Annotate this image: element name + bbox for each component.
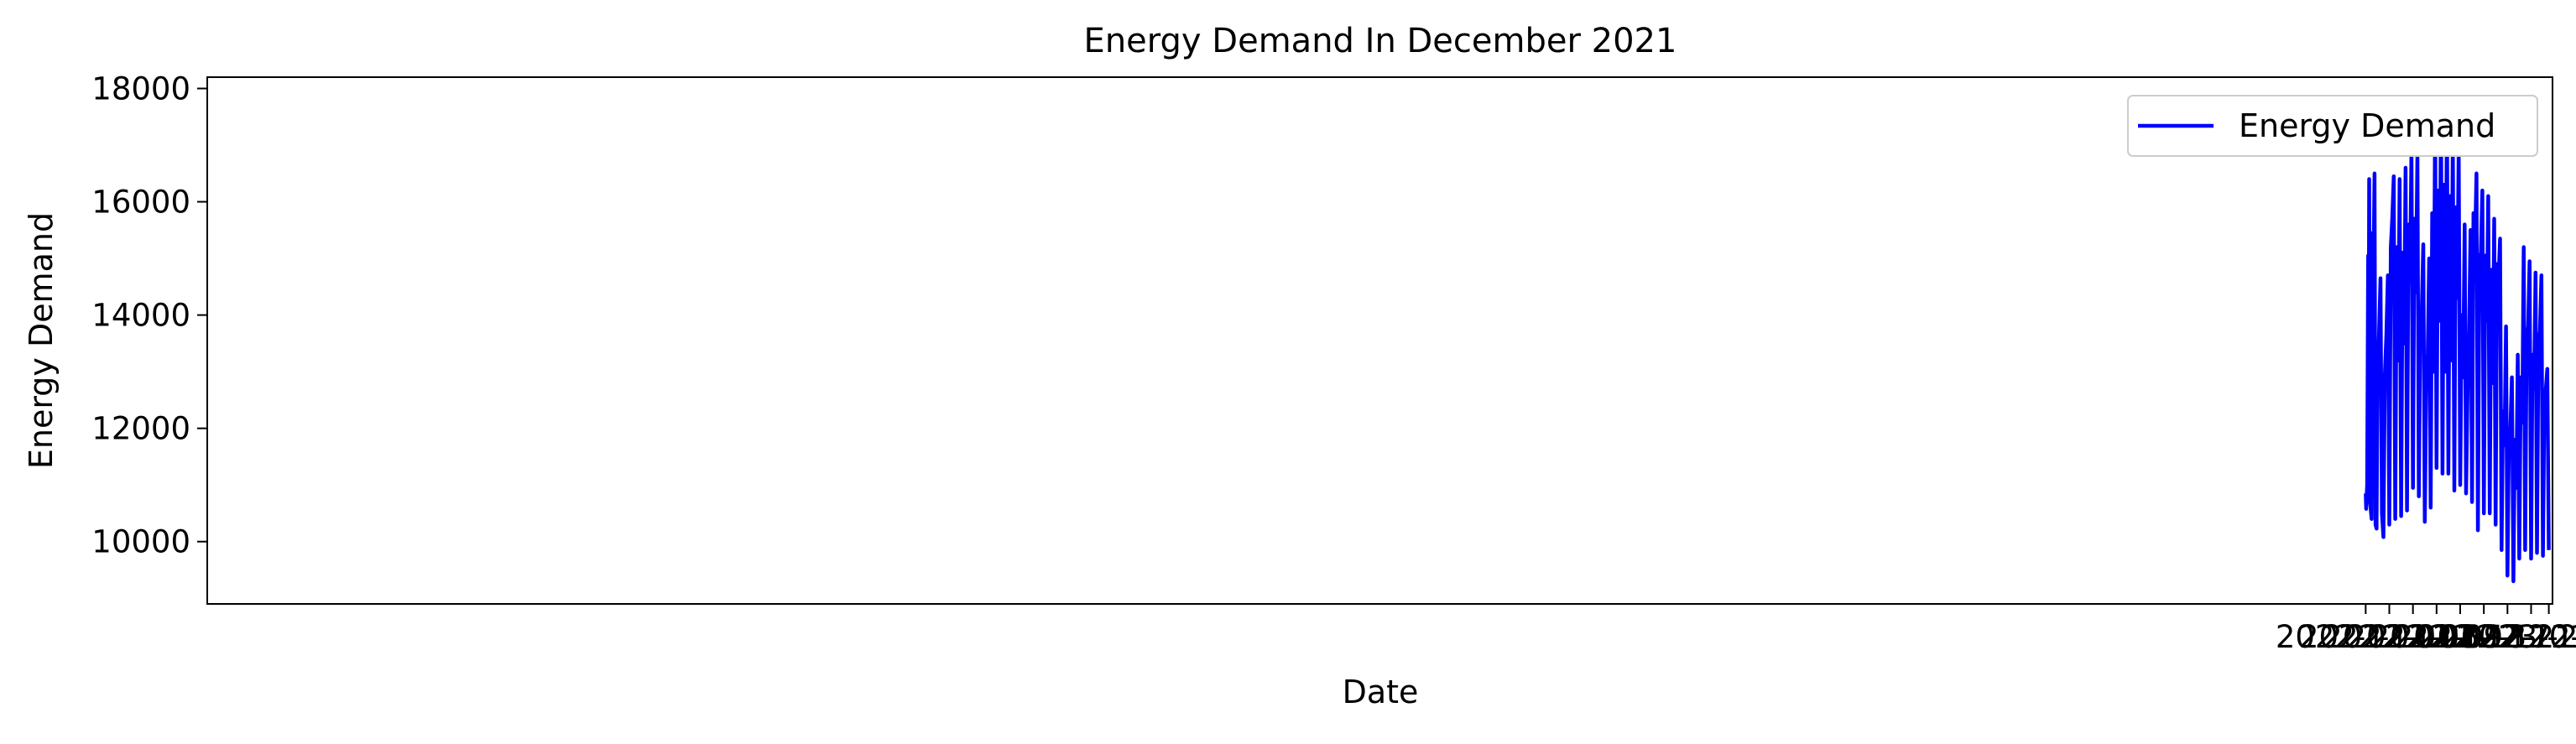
plot-frame <box>206 76 2553 605</box>
x-tick-label: 2022-12-29 <box>2441 619 2576 655</box>
legend: Energy Demand <box>2127 95 2538 157</box>
x-axis-ticks: 2022-12-012022-12-052022-12-092022-12-13… <box>2276 604 2576 655</box>
x-tick-label: 2022-12-25 <box>2417 619 2576 655</box>
x-tick-label: 2023-01-01 <box>2459 619 2576 655</box>
x-tick-label: 2022-12-01 <box>2276 619 2456 655</box>
y-tick-label: 16000 <box>91 185 190 221</box>
y-tick-label: 10000 <box>91 524 190 560</box>
legend-entry-energy-demand: Energy Demand <box>2239 107 2495 144</box>
x-tick-label: 2022-12-17 <box>2370 619 2550 655</box>
y-axis-ticks: 10000 12000 14000 16000 18000 <box>91 71 207 560</box>
y-tick-label: 12000 <box>91 411 190 447</box>
x-tick-label: 2022-12-05 <box>2299 619 2480 655</box>
x-axis-label: Date <box>1343 674 1419 710</box>
chart-title: Energy Demand In December 2021 <box>1084 22 1677 60</box>
x-tick-label: 2022-12-13 <box>2346 619 2526 655</box>
series-line-energy-demand <box>2364 103 2551 584</box>
x-tick-label: 2022-12-09 <box>2323 619 2503 655</box>
legend-box <box>2127 95 2538 157</box>
x-tick-label: 2022-12-21 <box>2394 619 2574 655</box>
y-tick-label: 18000 <box>91 71 190 107</box>
y-axis-label: Energy Demand <box>23 212 60 469</box>
y-tick-label: 14000 <box>91 298 190 334</box>
